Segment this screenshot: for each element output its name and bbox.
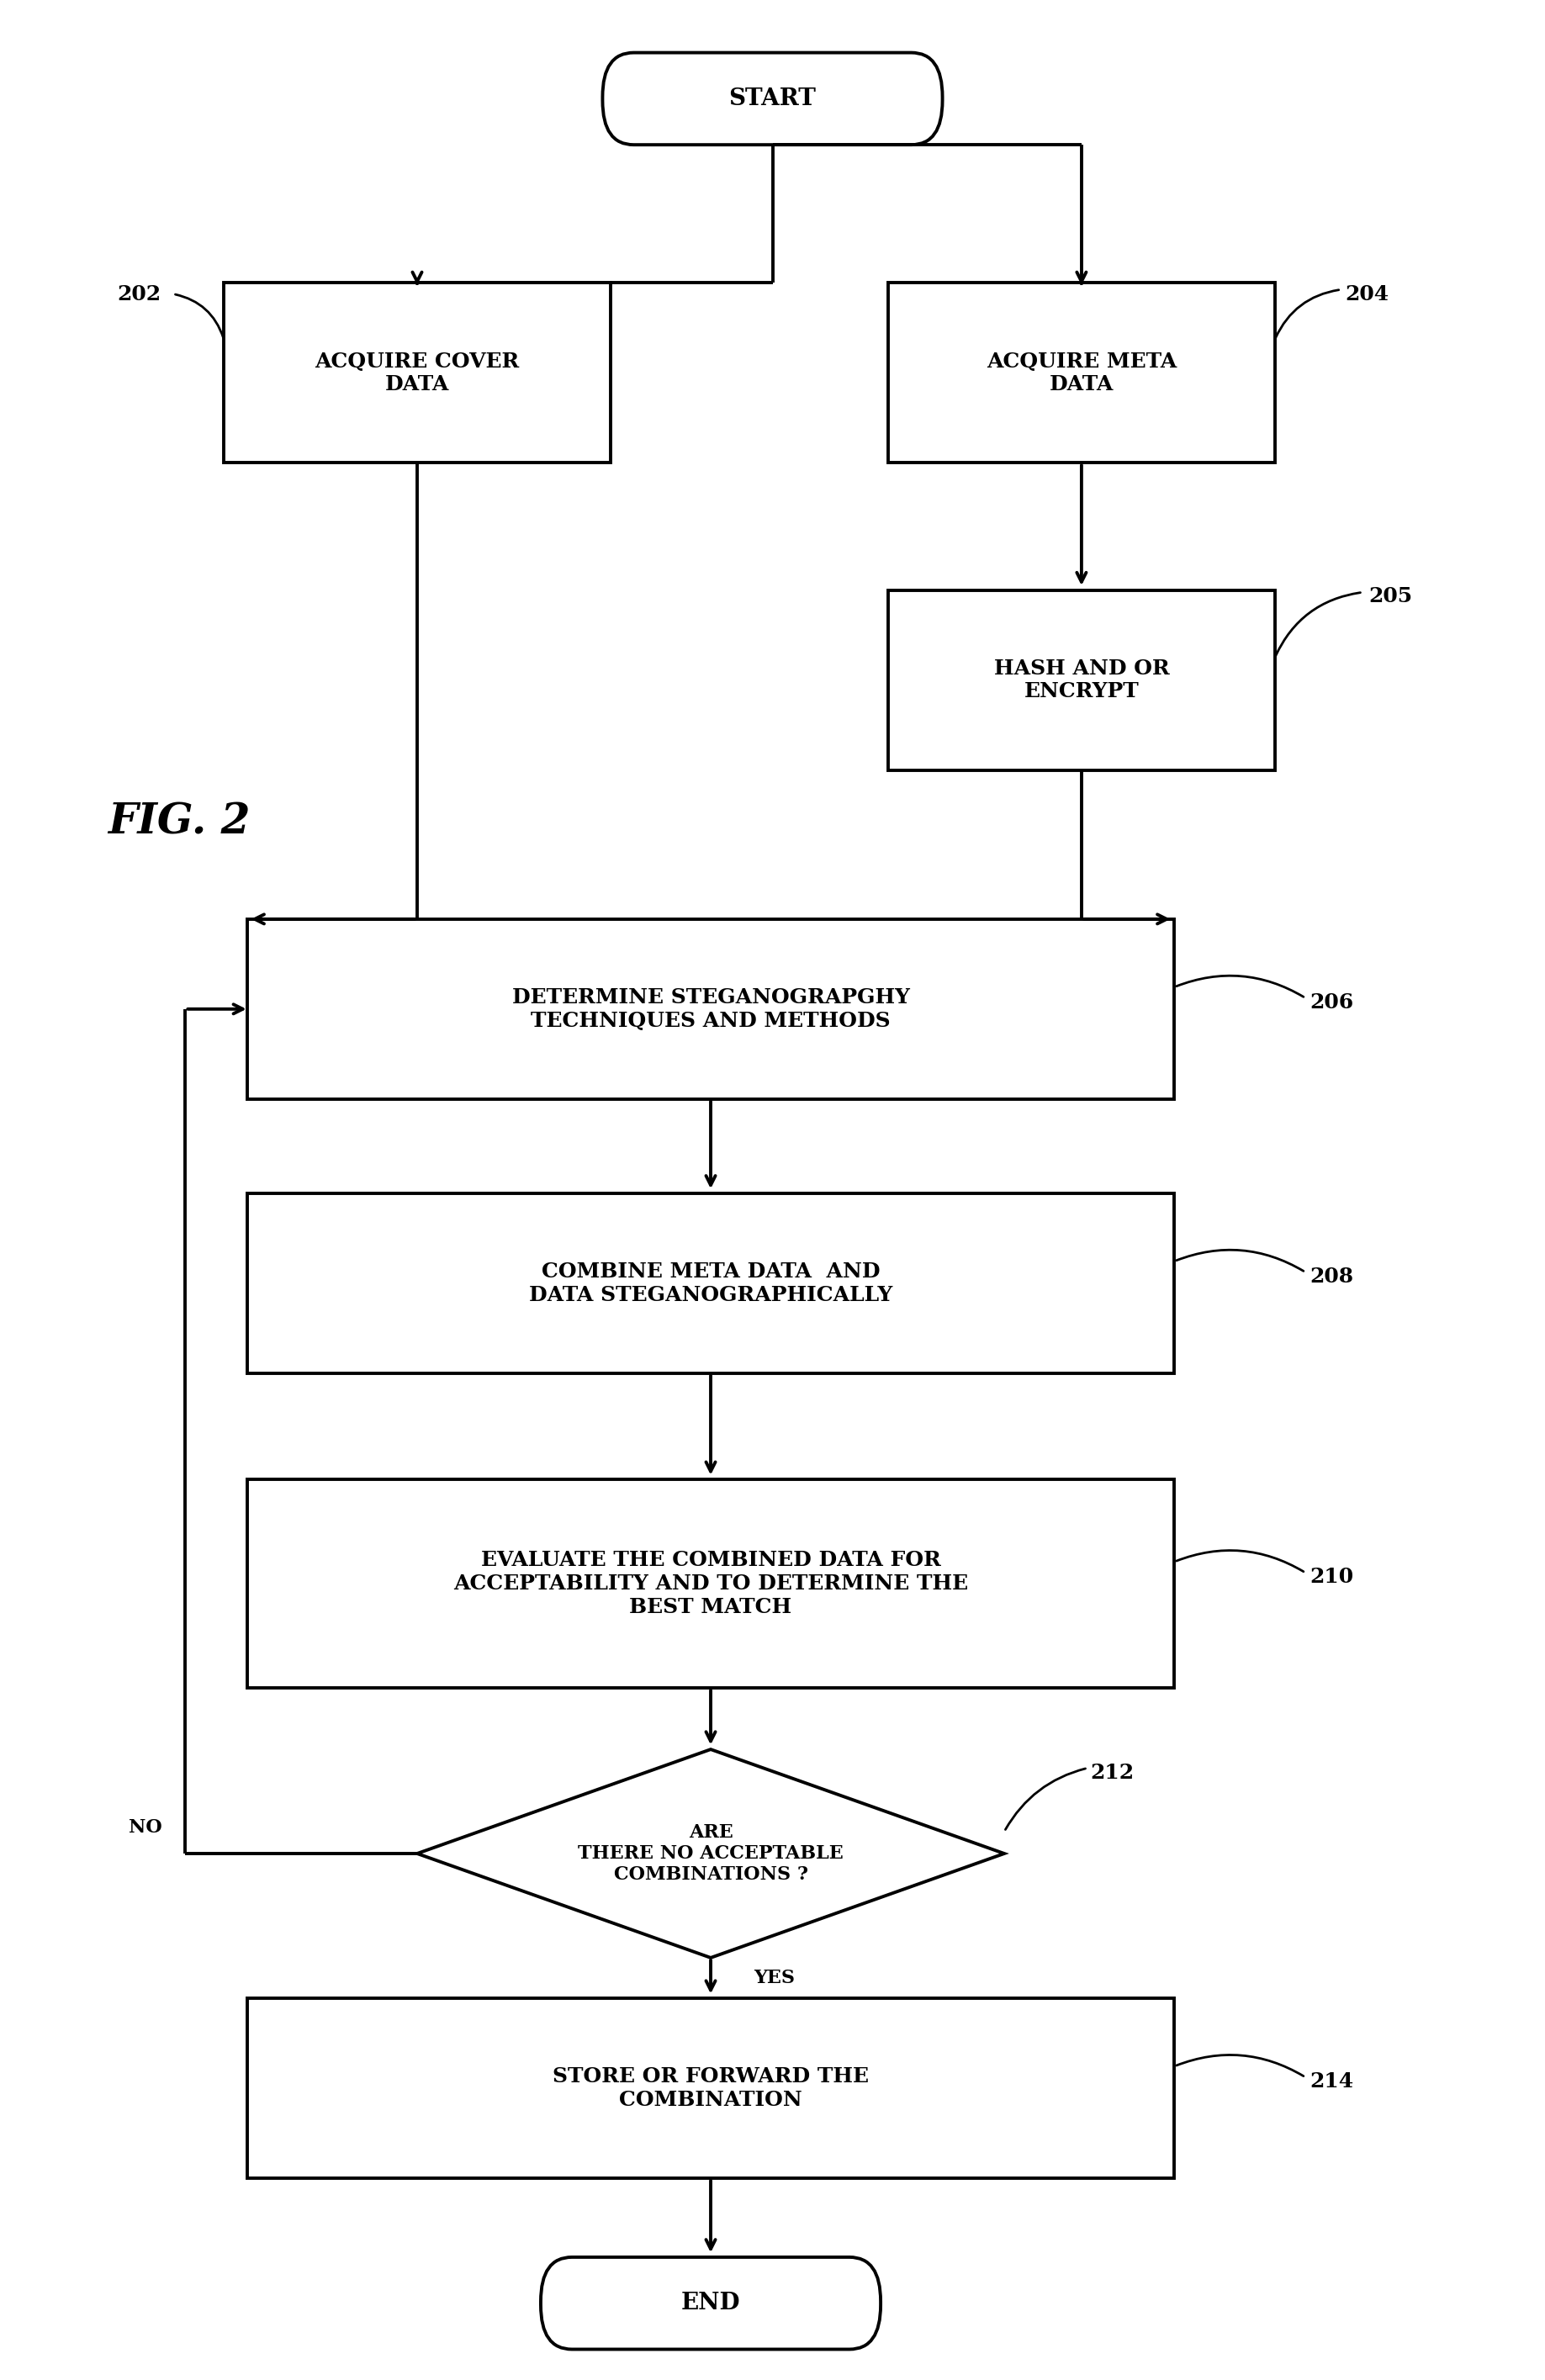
Text: 210: 210: [1310, 1566, 1353, 1587]
Bar: [247, 1999, 1174, 2178]
FancyBboxPatch shape: [603, 52, 942, 145]
Text: ARE
THERE NO ACCEPTABLE
COMBINATIONS ?: ARE THERE NO ACCEPTABLE COMBINATIONS ?: [578, 1823, 844, 1885]
Bar: [224, 283, 610, 462]
Text: 204: 204: [1346, 283, 1389, 305]
Text: COMBINE META DATA  AND
DATA STEGANOGRAPHICALLY: COMBINE META DATA AND DATA STEGANOGRAPHI…: [528, 1261, 893, 1304]
Text: DETERMINE STEGANOGRAPGHY
TECHNIQUES AND METHODS: DETERMINE STEGANOGRAPGHY TECHNIQUES AND …: [511, 988, 910, 1031]
Text: 206: 206: [1310, 992, 1353, 1012]
Text: EVALUATE THE COMBINED DATA FOR
ACCEPTABILITY AND TO DETERMINE THE
BEST MATCH: EVALUATE THE COMBINED DATA FOR ACCEPTABI…: [453, 1549, 969, 1618]
Text: FIG. 2: FIG. 2: [108, 802, 250, 843]
Bar: [888, 283, 1275, 462]
Text: 202: 202: [117, 283, 161, 305]
Text: 212: 212: [1091, 1761, 1134, 1783]
Text: 205: 205: [1369, 585, 1412, 607]
Text: HASH AND OR
ENCRYPT: HASH AND OR ENCRYPT: [993, 659, 1170, 702]
FancyBboxPatch shape: [541, 2256, 881, 2349]
Text: END: END: [681, 2292, 740, 2316]
Bar: [247, 1192, 1174, 1373]
Bar: [888, 590, 1275, 771]
Text: YES: YES: [754, 1968, 796, 1987]
Bar: [247, 1480, 1174, 1687]
Text: NO: NO: [128, 1818, 162, 1837]
Text: 214: 214: [1310, 2071, 1353, 2092]
Text: START: START: [729, 88, 816, 109]
Polygon shape: [417, 1749, 1004, 1959]
Bar: [247, 919, 1174, 1100]
Text: 208: 208: [1310, 1266, 1353, 1288]
Text: STORE OR FORWARD THE
COMBINATION: STORE OR FORWARD THE COMBINATION: [553, 2066, 868, 2111]
Text: ACQUIRE COVER
DATA: ACQUIRE COVER DATA: [315, 352, 519, 395]
Text: ACQUIRE META
DATA: ACQUIRE META DATA: [986, 352, 1177, 395]
